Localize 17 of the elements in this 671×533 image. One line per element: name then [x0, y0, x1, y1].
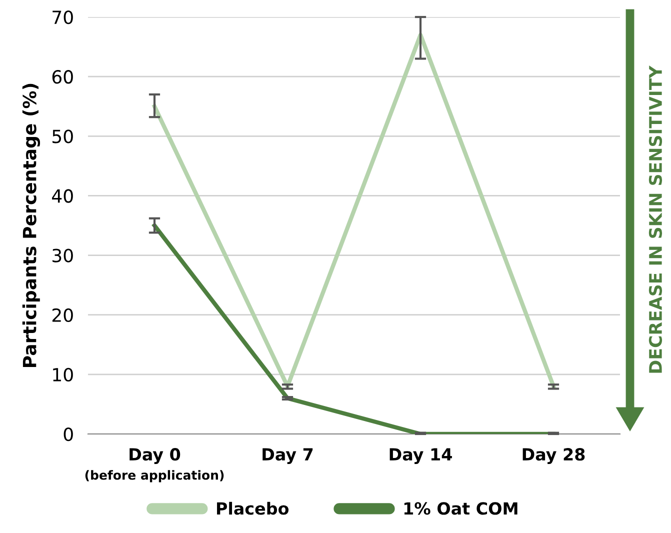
- y-tick-label: 60: [52, 70, 73, 84]
- y-tick-label: 40: [52, 189, 73, 203]
- y-tick-label: 70: [52, 10, 73, 24]
- y-tick-label: 30: [52, 248, 73, 262]
- y-tick-label: 0: [64, 427, 73, 442]
- text: DECREASE IN SKIN SENSITIVITY: [648, 66, 662, 373]
- text: (before application): [85, 470, 224, 482]
- legend-label: 1% Oat COM: [404, 502, 518, 515]
- y-tick-label: 50: [52, 130, 73, 144]
- y-tick-label: 20: [52, 308, 73, 322]
- legend-label: Placebo: [217, 502, 289, 515]
- x-tick-label: Day 0: [130, 448, 180, 464]
- x-tick-label: Day 28: [522, 448, 585, 464]
- x-tick-label: Day 14: [390, 448, 452, 464]
- y-axis-title: Participants Percentage (%): [22, 84, 40, 367]
- y-tick-label: 10: [53, 368, 73, 382]
- x-tick-label: Day 7: [262, 448, 313, 464]
